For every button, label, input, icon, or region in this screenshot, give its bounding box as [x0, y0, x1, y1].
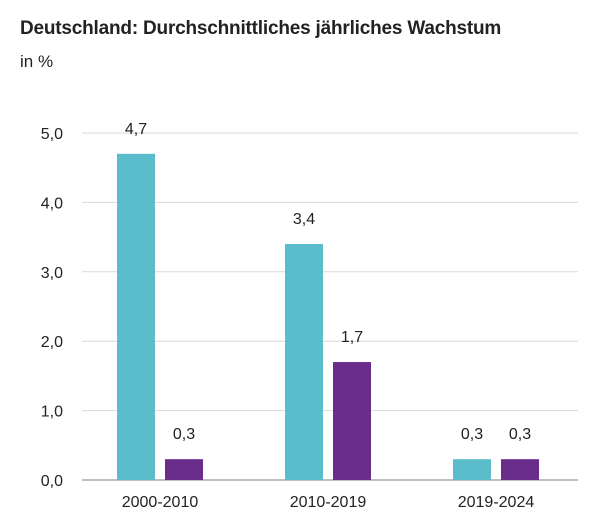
data-label: 4,7: [125, 121, 147, 138]
y-tick-label: 4,0: [41, 195, 63, 212]
data-label: 1,7: [341, 329, 363, 346]
chart-subtitle: in %: [20, 52, 54, 71]
y-tick-label: 2,0: [41, 334, 63, 351]
bar-2-2: [333, 362, 371, 480]
x-tick-label: 2010-2019: [290, 494, 367, 511]
y-tick-label: 3,0: [41, 265, 63, 282]
data-label: 0,3: [509, 426, 531, 443]
bar-1-1: [117, 153, 155, 480]
y-tick-label: 1,0: [41, 404, 63, 421]
bar-1-3: [453, 459, 491, 480]
bar-2-3: [501, 459, 539, 480]
y-tick-label: 5,0: [41, 126, 63, 143]
chart-title: Deutschland: Durchschnittliches jährlich…: [20, 18, 502, 39]
y-tick-label: 0,0: [41, 473, 63, 490]
data-label: 3,4: [293, 211, 315, 228]
data-label: 0,3: [461, 426, 483, 443]
x-tick-label: 2000-2010: [122, 494, 199, 511]
bar-1-2: [285, 244, 323, 480]
x-tick-label: 2019-2024: [458, 494, 535, 511]
bar-2-1: [165, 459, 203, 480]
data-label: 0,3: [173, 426, 195, 443]
